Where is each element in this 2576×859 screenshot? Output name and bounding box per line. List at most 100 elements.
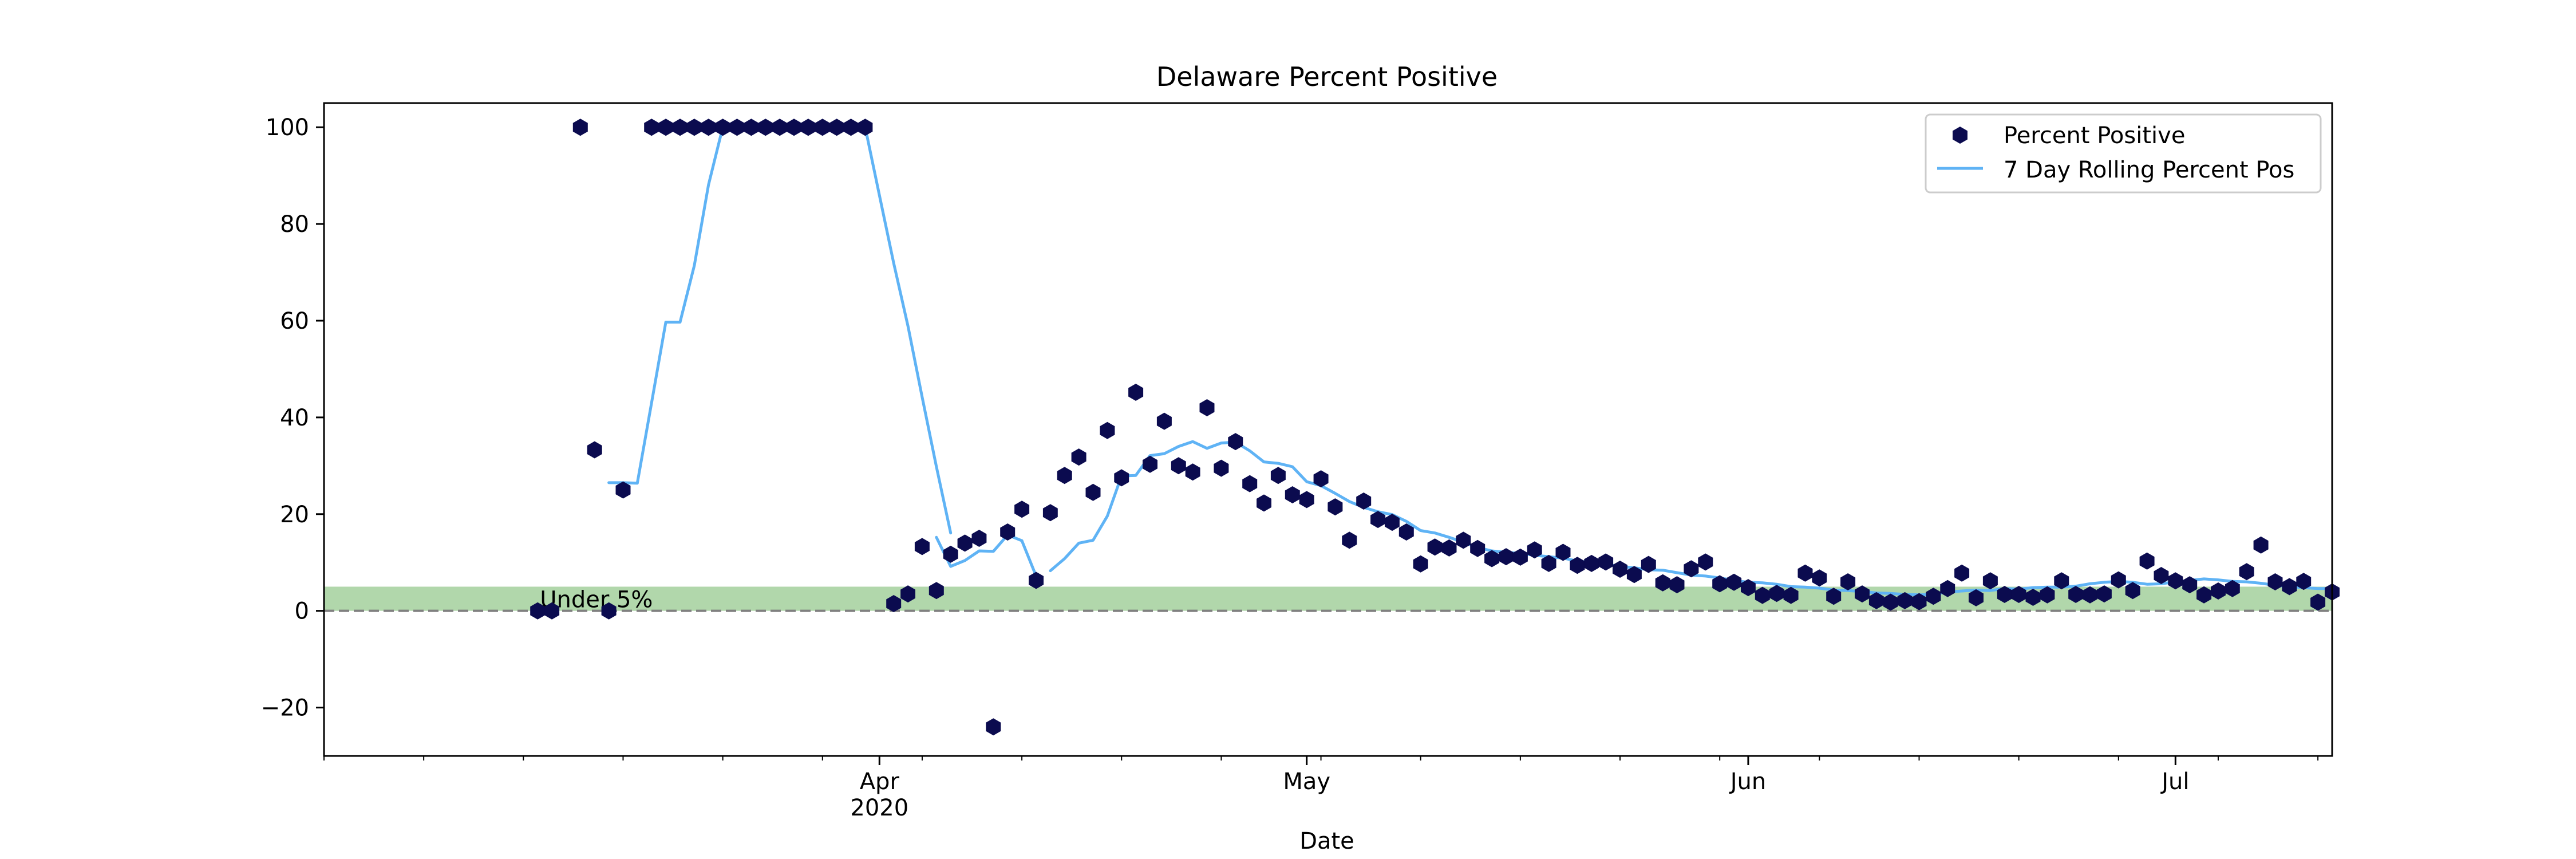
percent-positive-point	[601, 602, 617, 620]
percent-positive-point	[1698, 553, 1713, 571]
percent-positive-point	[1684, 560, 1699, 578]
percent-positive-point	[2068, 586, 2084, 603]
percent-positive-point	[1128, 384, 1144, 401]
percent-positive-point	[787, 119, 801, 136]
percent-positive-point	[1997, 586, 2012, 603]
legend-hexagon-marker	[1953, 127, 1967, 144]
percent-positive-point	[1370, 511, 1386, 529]
percent-positive-point	[1769, 585, 1784, 602]
percent-positive-point	[544, 602, 560, 620]
percent-positive-point	[2111, 571, 2126, 589]
percent-positive-point	[1000, 523, 1016, 541]
percent-positive-point	[1156, 412, 1172, 430]
percent-positive-point	[1484, 550, 1500, 568]
percent-positive-point	[1456, 531, 1471, 549]
percent-positive-point	[2168, 572, 2183, 590]
percent-positive-point	[1626, 566, 1642, 584]
percent-positive-point	[2011, 586, 2026, 603]
percent-positive-point	[1014, 501, 1030, 518]
y-tick-label: 80	[280, 211, 309, 238]
percent-positive-point	[530, 602, 546, 620]
percent-positive-point	[1883, 593, 1898, 611]
percent-positive-point	[1299, 491, 1314, 509]
percent-positive-point	[2182, 576, 2198, 594]
percent-positive-point	[1783, 586, 1799, 604]
percent-positive-point	[1641, 555, 1656, 573]
percent-positive-point	[2282, 578, 2297, 596]
percent-positive-point	[1868, 592, 1884, 609]
percent-positive-point	[1427, 538, 1443, 556]
x-tick-label: May	[1283, 769, 1330, 795]
y-tick-label: 0	[295, 598, 309, 625]
percent-positive-point	[2296, 573, 2312, 590]
percent-positive-point	[929, 582, 944, 600]
percent-positive-point	[1741, 579, 1756, 597]
percent-positive-point	[1570, 557, 1585, 574]
percent-positive-point	[1527, 541, 1542, 559]
percent-positive-point	[658, 119, 674, 136]
percent-positive-point	[2096, 585, 2112, 603]
percent-positive-point	[1042, 504, 1058, 522]
percent-positive-point	[587, 441, 602, 459]
percent-positive-point	[1228, 433, 1243, 451]
percent-positive-point	[2125, 582, 2140, 600]
percent-positive-point	[2211, 582, 2226, 600]
percent-positive-point	[673, 119, 688, 136]
percent-positive-point	[572, 119, 588, 136]
percent-positive-point	[1242, 475, 1258, 492]
percent-positive-point	[1185, 463, 1200, 481]
y-tick-label: 20	[280, 502, 309, 528]
y-tick-label: 60	[280, 308, 309, 334]
percent-positive-point	[1954, 564, 1970, 582]
percent-positive-point	[2139, 552, 2155, 570]
percent-positive-point	[1755, 586, 1770, 604]
legend-label-rolling: 7 Day Rolling Percent Pos	[2004, 157, 2294, 183]
percent-positive-point	[758, 119, 773, 136]
percent-positive-point	[644, 119, 659, 136]
percent-positive-point	[2225, 580, 2240, 597]
y-tick-label: 40	[280, 405, 309, 431]
percent-positive-point	[715, 119, 730, 136]
percent-positive-point	[1413, 555, 1428, 573]
y-tick-label: 100	[266, 115, 309, 141]
percent-positive-point	[843, 119, 859, 136]
percent-positive-point	[1270, 467, 1286, 484]
percent-positive-point	[2054, 572, 2069, 590]
percent-positive-point	[1855, 585, 1870, 603]
percent-positive-point	[744, 119, 759, 136]
percent-positive-point	[1726, 573, 1742, 591]
x-tick-sublabel: 2020	[850, 795, 908, 821]
percent-positive-point	[1071, 448, 1086, 466]
percent-positive-point	[2196, 586, 2212, 604]
percent-positive-point	[900, 585, 915, 603]
percent-positive-point	[1555, 543, 1571, 561]
percent-positive-point	[1584, 554, 1599, 572]
percent-positive-point	[1470, 539, 1485, 557]
percent-positive-point	[1541, 554, 1556, 572]
percent-positive-point	[2267, 573, 2283, 590]
chart-title: Delaware Percent Positive	[1156, 61, 1498, 92]
percent-positive-point	[2310, 593, 2326, 611]
percent-positive-point	[1669, 576, 1685, 594]
x-tick-label: Apr	[860, 769, 900, 795]
percent-positive-point	[1812, 569, 1827, 587]
percent-positive-point	[729, 119, 745, 136]
percent-positive-point	[1398, 523, 1414, 541]
percent-positive-point	[2154, 567, 2169, 584]
percent-positive-point	[1441, 539, 1457, 557]
percent-positive-point	[957, 534, 973, 552]
x-axis-label: Date	[1299, 828, 1354, 854]
percent-positive-point	[815, 119, 830, 136]
percent-positive-point	[2025, 589, 2041, 606]
percent-positive-point	[1655, 574, 1670, 592]
percent-positive-point	[1613, 561, 1627, 578]
percent-positive-point	[1969, 589, 1984, 606]
axes-frame	[323, 102, 2333, 757]
percent-positive-point	[1100, 421, 1115, 439]
percent-positive-point	[2239, 563, 2254, 581]
percent-positive-point	[1356, 492, 1372, 510]
percent-positive-point	[1114, 469, 1129, 487]
percent-positive-point	[1826, 588, 1842, 605]
x-tick-label: Jun	[1729, 769, 1767, 795]
